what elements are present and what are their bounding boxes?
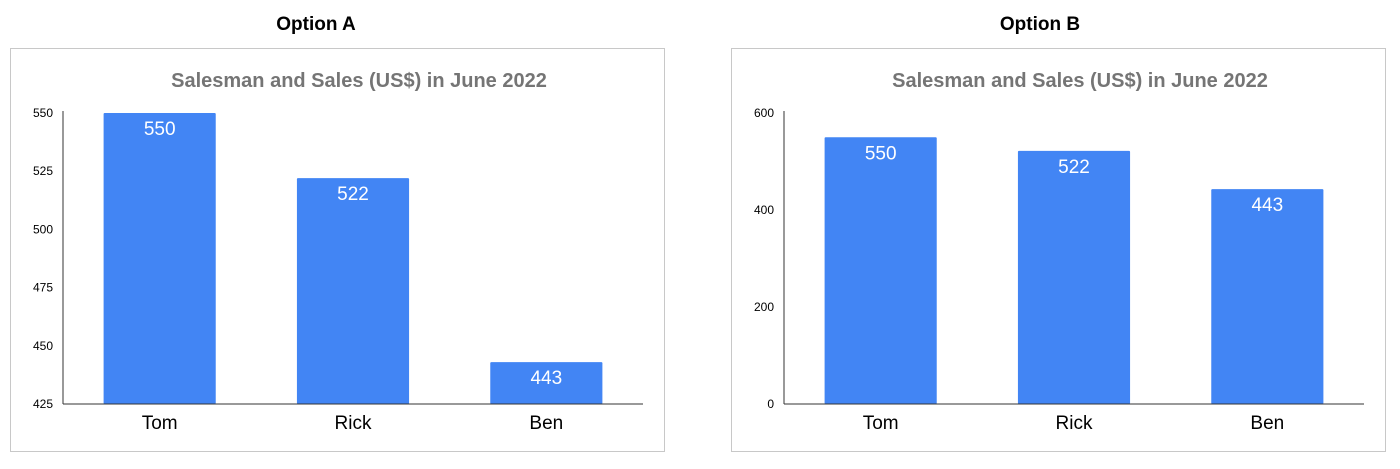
y-tick-label: 600 [754, 106, 774, 120]
bar-chart-option-b: Salesman and Sales (US$) in June 2022 0 20… [754, 70, 1364, 434]
bar-rick [296, 178, 410, 404]
bar-rick [1017, 150, 1131, 404]
y-tick-label: 550 [33, 106, 53, 120]
y-tick-label: 450 [33, 339, 53, 353]
y-tick-label: 0 [767, 397, 774, 411]
category-label-tom: Tom [863, 413, 899, 434]
data-label-rick: 522 [337, 184, 369, 205]
y-tick-label: 525 [33, 164, 53, 178]
category-label-tom: Tom [142, 413, 178, 434]
chart-title: Salesman and Sales (US$) in June 2022 [892, 70, 1268, 92]
data-label-tom: 550 [144, 119, 176, 140]
option-b-heading: Option B [999, 14, 1081, 35]
bar-ben [490, 362, 603, 404]
category-label-ben: Ben [529, 413, 563, 434]
category-label-rick: Rick [335, 413, 372, 434]
data-label-tom: 550 [865, 143, 897, 164]
y-tick-label: 425 [33, 397, 53, 411]
y-tick-label: 475 [33, 281, 53, 295]
option-a-heading: Option A [276, 14, 356, 35]
bar-chart-option-a: Salesman and Sales (US$) in June 2022 425… [33, 70, 643, 434]
chart-panel-option-b: Salesman and Sales (US$) in June 2022 0 20… [731, 48, 1386, 452]
y-tick-label: 200 [754, 300, 774, 314]
bar-tom [103, 113, 216, 404]
data-label-rick: 522 [1058, 157, 1090, 178]
y-tick-label: 400 [754, 203, 774, 217]
data-label-ben: 443 [1251, 195, 1283, 216]
category-label-ben: Ben [1250, 413, 1284, 434]
chart-panel-option-a: Salesman and Sales (US$) in June 2022 425… [10, 48, 665, 452]
data-label-ben: 443 [530, 368, 562, 389]
category-label-rick: Rick [1056, 413, 1093, 434]
y-tick-label: 500 [33, 222, 53, 236]
bar-ben [1211, 189, 1324, 404]
chart-title: Salesman and Sales (US$) in June 2022 [171, 70, 547, 92]
bar-tom [824, 137, 937, 404]
